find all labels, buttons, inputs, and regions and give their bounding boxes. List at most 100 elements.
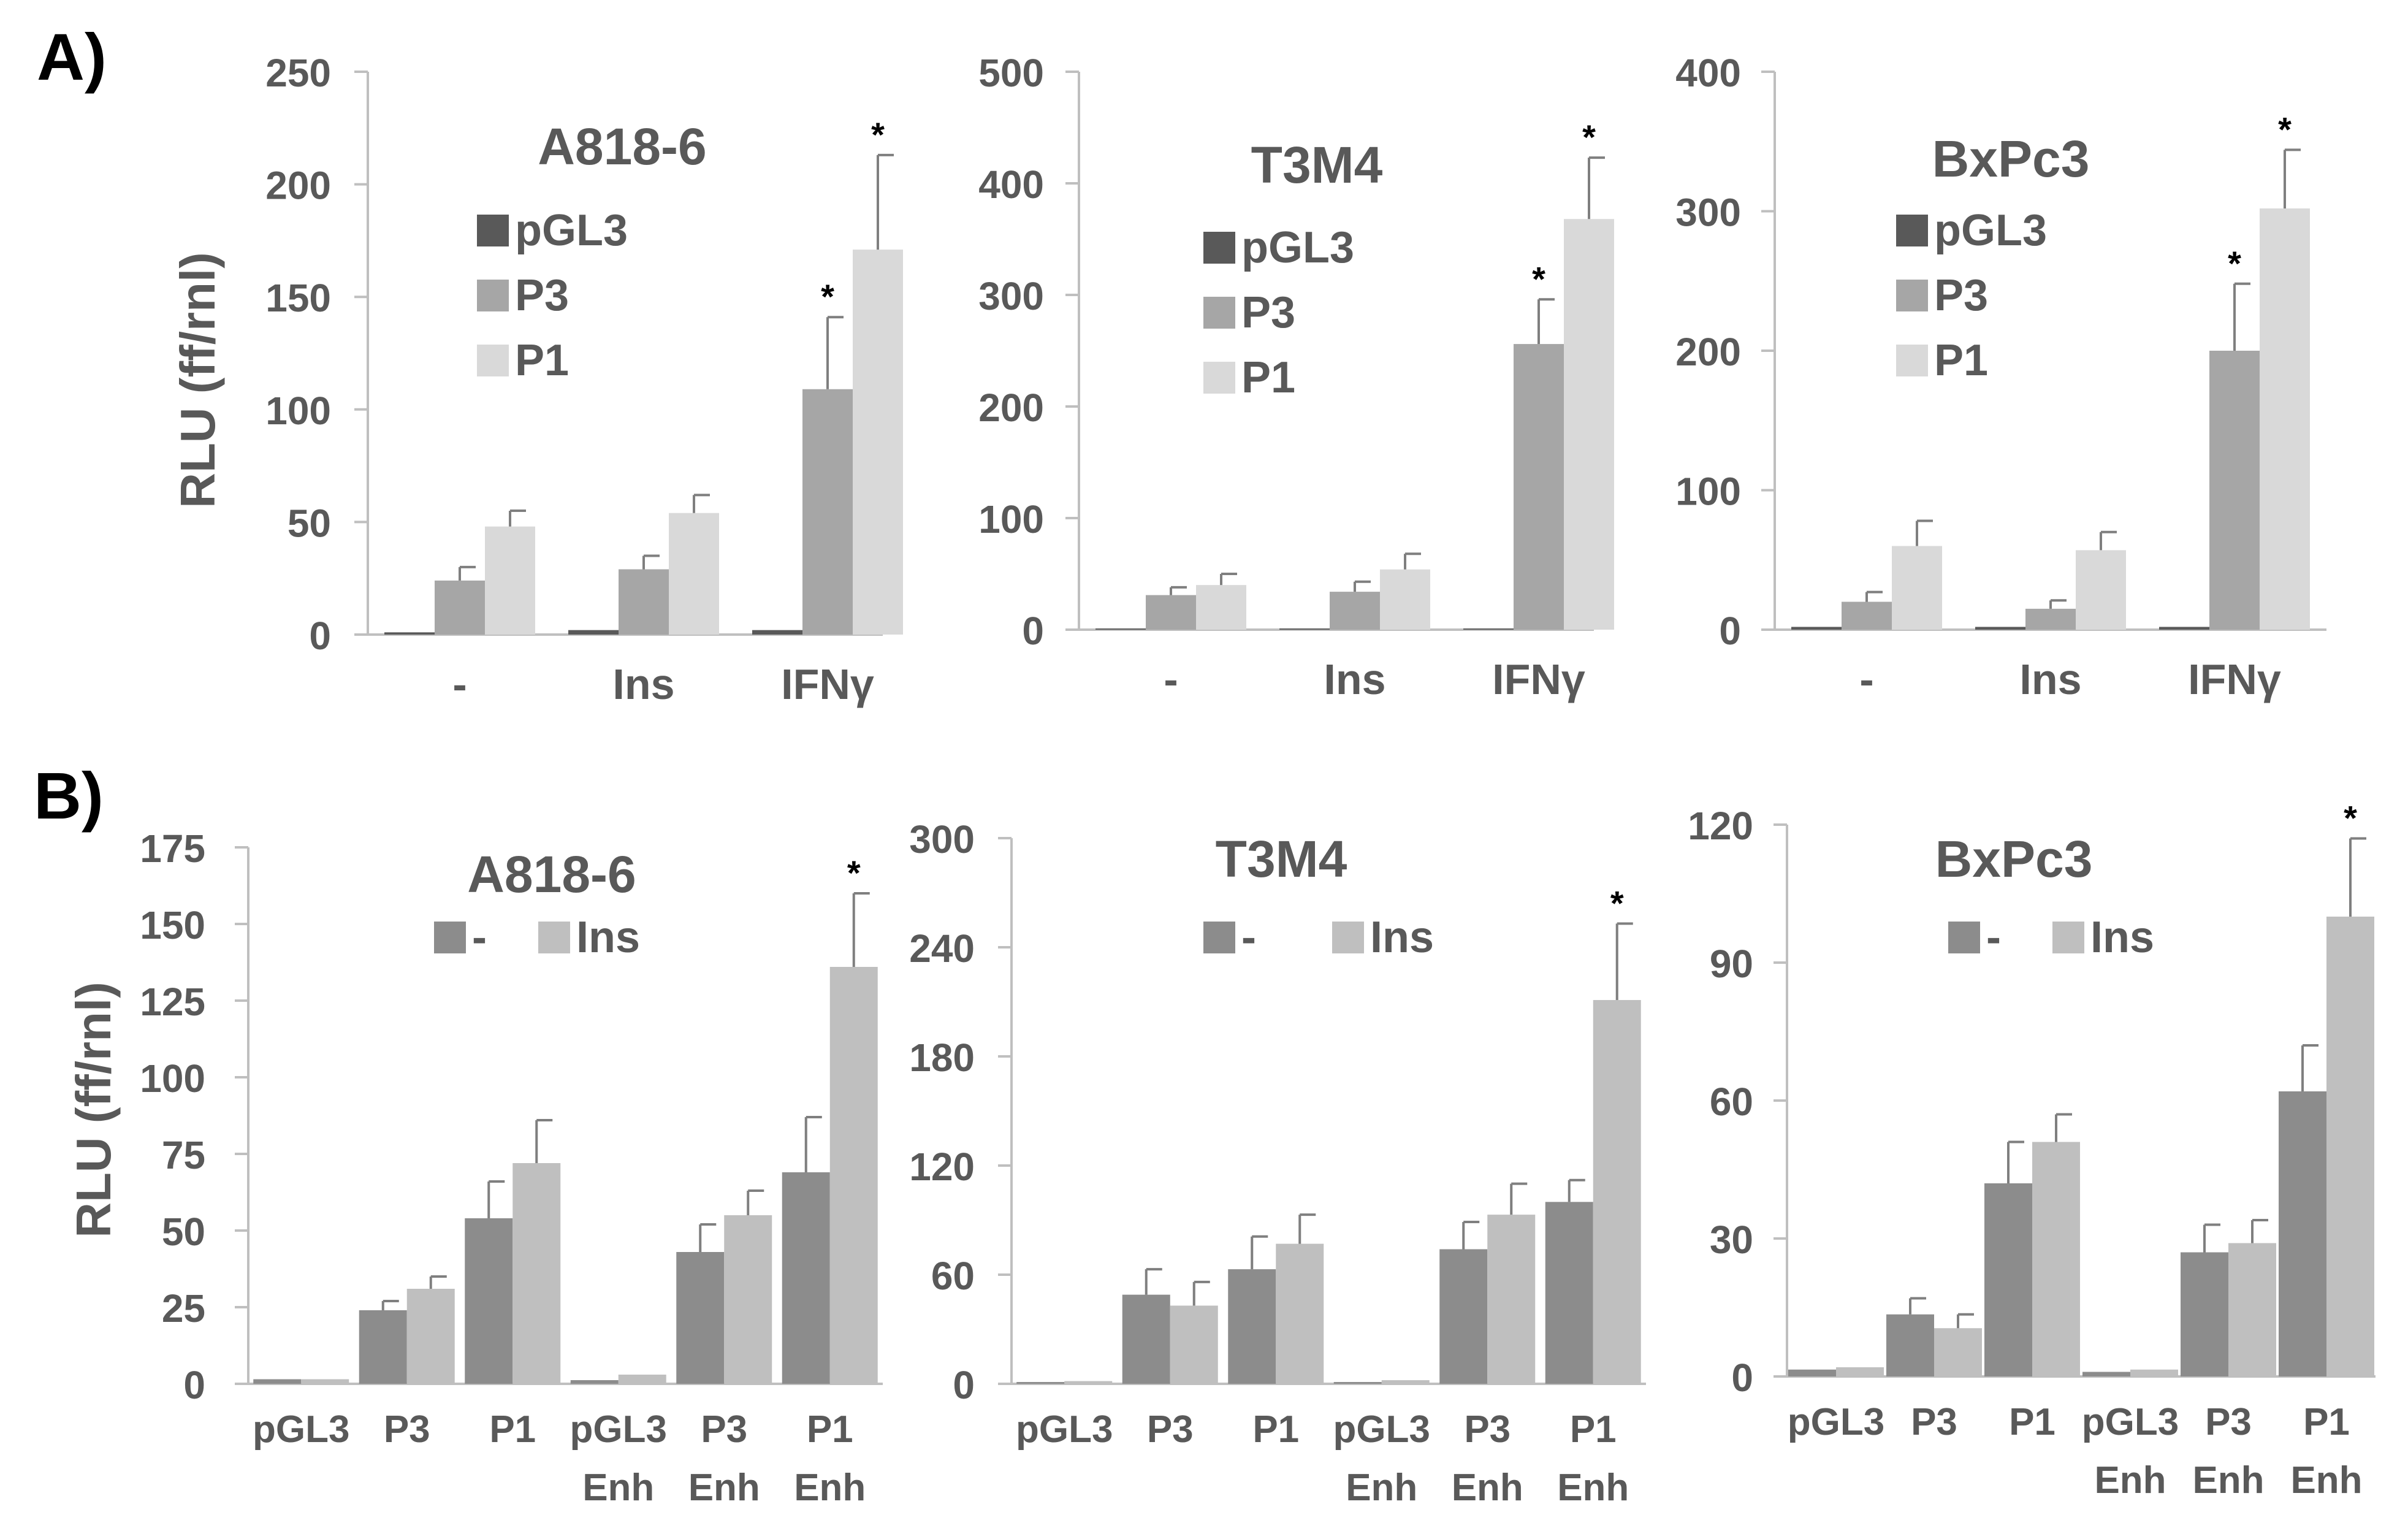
y-tick-label: 400 xyxy=(1675,51,1741,95)
bar-P3-1 xyxy=(619,569,669,635)
bar-Ins-5 xyxy=(1593,1000,1641,1384)
y-tick-label: 180 xyxy=(909,1036,975,1080)
chart-title: BxPc3 xyxy=(1935,830,2093,888)
x-category-label: Ins xyxy=(1324,655,1385,703)
legend-label: P3 xyxy=(1241,288,1295,337)
x-category-label: P1 xyxy=(2303,1401,2350,1443)
y-tick-label: 0 xyxy=(183,1363,205,1407)
bar--2 xyxy=(1984,1183,2032,1376)
legend-label: pGL3 xyxy=(1241,223,1354,272)
x-category-label: P1 xyxy=(1252,1408,1299,1451)
bar-P1-1 xyxy=(669,513,719,635)
chart-title: T3M4 xyxy=(1216,830,1347,888)
x-category-label: P1 xyxy=(489,1408,536,1451)
x-category-label: pGL3 xyxy=(1333,1408,1430,1451)
significance-star: * xyxy=(871,115,885,154)
legend-label: P1 xyxy=(1934,336,1988,385)
y-axis-label-b: RLU (ff/rnl) xyxy=(66,982,121,1238)
chart-title: T3M4 xyxy=(1251,136,1383,194)
x-category-label: Ins xyxy=(2019,655,2081,703)
panel-label-a: A) xyxy=(37,20,107,94)
legend-swatch xyxy=(1896,280,1928,311)
x-category-label: IFNγ xyxy=(781,660,874,708)
y-tick-label: 90 xyxy=(1710,942,1753,986)
bar-P1-0 xyxy=(1892,546,1942,630)
legend-label: - xyxy=(1986,913,2001,962)
bar--3 xyxy=(2082,1372,2130,1376)
bar--0 xyxy=(1788,1369,1836,1376)
bar-Ins-2 xyxy=(1276,1243,1324,1384)
bar--1 xyxy=(1886,1314,1934,1376)
y-tick-label: 240 xyxy=(909,926,975,971)
x-category-label: Enh xyxy=(794,1467,866,1509)
y-tick-label: 100 xyxy=(1675,470,1741,514)
legend-swatch xyxy=(1203,362,1235,394)
y-tick-label: 100 xyxy=(265,389,331,433)
significance-star: * xyxy=(847,853,861,892)
significance-star: * xyxy=(1582,118,1596,156)
bar-pGL3-1 xyxy=(1279,628,1330,630)
bar-Ins-0 xyxy=(301,1379,349,1384)
legend-swatch xyxy=(1203,297,1235,329)
bar-Ins-2 xyxy=(512,1163,561,1384)
bar-P1-0 xyxy=(1196,585,1246,630)
bar-P3-1 xyxy=(1330,592,1380,630)
y-tick-label: 200 xyxy=(265,164,331,208)
chart-4: 0 60 120 180 240 300 T3M4 pGL3 P3 P1 pGL3 Enh P3 Enh *… xyxy=(909,817,1646,1509)
legend-swatch xyxy=(477,280,509,311)
chart-1: 0 100 200 300 400 500 T3M4 - Ins * * IFNγ pGL3 P3 P1 xyxy=(978,51,1614,703)
y-tick-label: 100 xyxy=(978,497,1044,541)
y-tick-label: 50 xyxy=(288,501,331,545)
y-tick-label: 250 xyxy=(265,51,331,95)
legend-swatch xyxy=(477,345,509,376)
bar-P3-2 xyxy=(1514,344,1564,630)
x-category-label: Enh xyxy=(1557,1467,1629,1509)
x-category-label: pGL3 xyxy=(1016,1408,1113,1451)
legend-label: P1 xyxy=(1241,353,1295,402)
legend-swatch xyxy=(1896,215,1928,246)
y-tick-label: 30 xyxy=(1710,1218,1753,1262)
legend-label: pGL3 xyxy=(515,206,628,255)
x-category-label: P3 xyxy=(701,1408,747,1451)
bar--2 xyxy=(465,1218,513,1384)
bar-pGL3-2 xyxy=(1463,628,1514,630)
y-tick-label: 0 xyxy=(1731,1356,1753,1400)
x-category-label: Enh xyxy=(2192,1459,2264,1502)
bar--3 xyxy=(570,1380,619,1384)
x-category-label: Enh xyxy=(688,1467,760,1509)
legend-label: pGL3 xyxy=(1934,206,2047,255)
x-category-label: Enh xyxy=(2290,1459,2362,1502)
chart-2: 0 100 200 300 400 BxPc3 - Ins * * IFNγ pGL3 P3 P1 xyxy=(1675,51,2326,703)
significance-star: * xyxy=(2344,799,2357,838)
y-tick-label: 150 xyxy=(265,276,331,320)
y-tick-label: 300 xyxy=(1675,191,1741,235)
bar--4 xyxy=(2181,1252,2228,1376)
bar--0 xyxy=(253,1379,302,1384)
panel-label-b: B) xyxy=(34,758,104,833)
y-tick-label: 120 xyxy=(909,1145,975,1189)
x-category-label: P1 xyxy=(1570,1408,1617,1451)
bar-Ins-3 xyxy=(1381,1380,1430,1384)
y-tick-label: 125 xyxy=(140,980,205,1024)
y-tick-label: 75 xyxy=(162,1133,205,1177)
bar-P1-2 xyxy=(853,250,903,635)
y-tick-label: 400 xyxy=(978,162,1044,207)
bar--0 xyxy=(1016,1382,1065,1384)
x-category-label: Ins xyxy=(612,660,674,708)
bar-P3-2 xyxy=(2209,351,2260,630)
bar-P3-0 xyxy=(1842,601,1892,630)
x-category-label: IFNγ xyxy=(1492,655,1585,703)
y-tick-label: 25 xyxy=(162,1286,205,1330)
y-tick-label: 120 xyxy=(1688,804,1753,848)
bar--4 xyxy=(676,1252,725,1384)
legend-swatch xyxy=(1948,922,1980,953)
y-tick-label: 50 xyxy=(162,1210,205,1254)
bar-Ins-3 xyxy=(2130,1369,2178,1376)
y-tick-label: 100 xyxy=(140,1056,205,1101)
y-tick-label: 0 xyxy=(309,614,331,658)
chart-title: BxPc3 xyxy=(1932,130,2090,188)
bar-pGL3-2 xyxy=(752,630,802,635)
legend-label: - xyxy=(1241,913,1256,962)
bar--4 xyxy=(1439,1249,1488,1384)
bar-Ins-5 xyxy=(2326,917,2374,1376)
